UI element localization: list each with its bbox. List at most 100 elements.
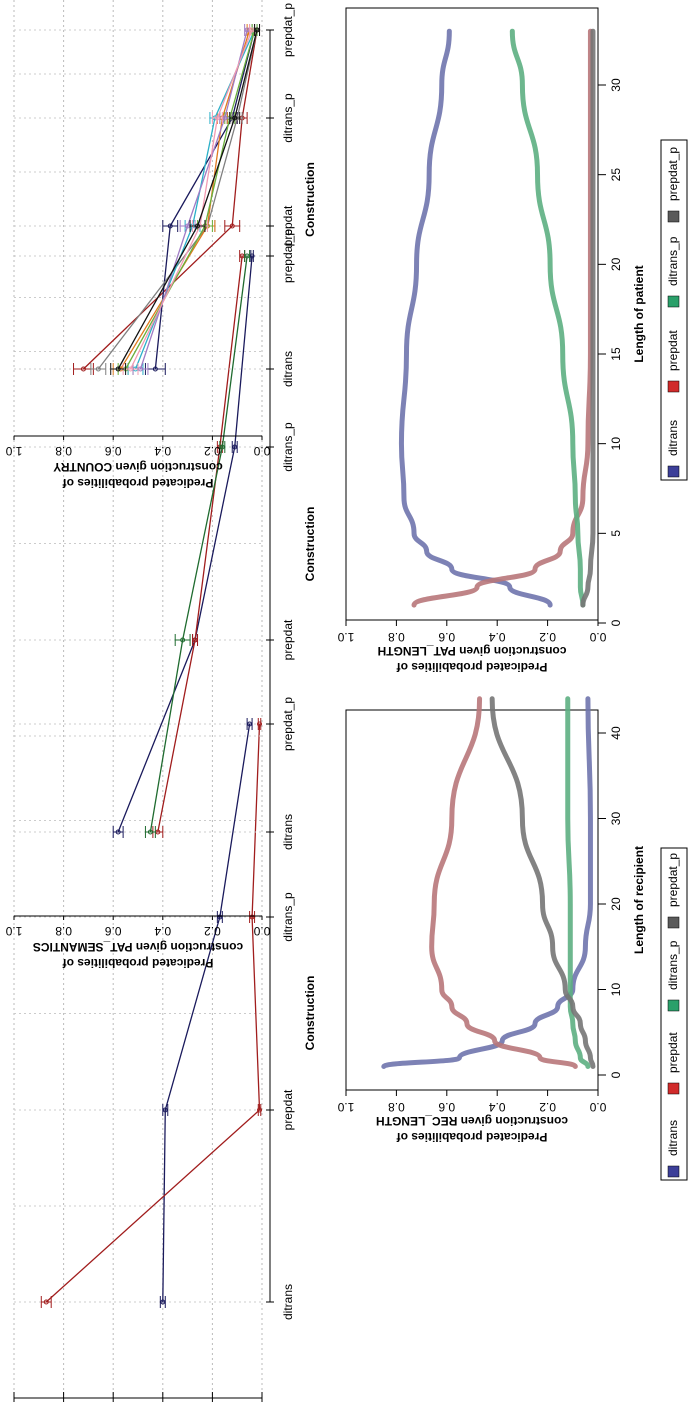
data-point bbox=[128, 366, 134, 372]
series-line bbox=[149, 255, 248, 833]
x-tick-label: 30 bbox=[609, 812, 623, 826]
x-tick-label: prepdat bbox=[281, 619, 295, 660]
y-axis-title-line2: construction given PAT_LENGTH bbox=[378, 644, 567, 658]
y-axis-title-line2: construction given REC_LENGTH bbox=[376, 1114, 568, 1128]
x-tick-label: 10 bbox=[609, 437, 623, 451]
series-line bbox=[97, 29, 258, 370]
y-tick-label: 0.4 bbox=[489, 1100, 506, 1114]
series-line-ditrans bbox=[381, 696, 593, 1069]
plot-frame bbox=[345, 7, 599, 621]
y-tick-label: 0.0 bbox=[589, 630, 606, 644]
x-tick-label: 0 bbox=[609, 1071, 623, 1078]
x-tick-label: ditrans bbox=[281, 1284, 295, 1320]
y-tick-label: 1.0 bbox=[337, 630, 354, 644]
data-point bbox=[43, 1299, 49, 1305]
series-line bbox=[139, 29, 248, 370]
legend-swatch-prepdat_p bbox=[667, 916, 680, 929]
x-tick-label: 15 bbox=[609, 347, 623, 361]
legend-swatch-ditrans_p bbox=[667, 999, 680, 1012]
x-tick-label: 20 bbox=[609, 897, 623, 911]
y-tick-label: 0.4 bbox=[154, 444, 171, 458]
plot-frame bbox=[345, 709, 599, 1091]
data-point bbox=[147, 829, 153, 835]
data-point bbox=[80, 366, 86, 372]
legend-swatch-ditrans bbox=[667, 1165, 680, 1178]
x-axis-title: Length of recipient bbox=[632, 846, 646, 954]
y-axis-title-line1: Predicated probabilities of bbox=[396, 1130, 548, 1144]
y-tick-label: 0.0 bbox=[253, 924, 270, 938]
y-axis-title-line2: construction given PAT_SEMANTICS bbox=[33, 940, 243, 954]
legend-label-prepdat_p: prepdat_p bbox=[666, 853, 680, 907]
y-tick-label: 0.6 bbox=[105, 444, 122, 458]
y-axis-title-line1: Predicated probabilities of bbox=[62, 476, 214, 490]
data-point bbox=[229, 223, 235, 229]
x-axis-title: Construction bbox=[303, 162, 317, 237]
data-point bbox=[160, 1299, 166, 1305]
y-tick-label: 0.2 bbox=[539, 630, 556, 644]
legend-swatch-ditrans bbox=[667, 465, 680, 478]
x-axis-title: Length of patient bbox=[632, 265, 646, 362]
y-tick-label: 0.0 bbox=[253, 444, 270, 458]
x-tick-label: prepdat_p bbox=[281, 697, 295, 751]
series-line bbox=[157, 255, 243, 833]
x-tick-label: prepdat bbox=[281, 205, 295, 246]
x-axis-title: Construction bbox=[303, 976, 317, 1051]
data-point bbox=[257, 1107, 263, 1113]
x-tick-label: ditrans bbox=[281, 814, 295, 850]
legend-swatch-prepdat bbox=[667, 380, 680, 393]
data-point bbox=[217, 914, 223, 920]
data-point bbox=[95, 366, 101, 372]
legend-label-ditrans_p: ditrans_p bbox=[666, 940, 680, 990]
y-tick-label: 0.6 bbox=[438, 1100, 455, 1114]
y-tick-label: 0.0 bbox=[589, 1100, 606, 1114]
panel-rec_length: 0.0 0.2 0.4 0.6 0.8 1.0 0 10 20 30 40 Length of rec… bbox=[337, 696, 688, 1181]
legend-swatch-prepdat bbox=[667, 1082, 680, 1095]
data-point bbox=[162, 1107, 168, 1113]
x-tick-label: ditrans_p bbox=[281, 422, 295, 472]
legend-label-prepdat_p: prepdat_p bbox=[666, 147, 680, 201]
x-tick-label: 40 bbox=[609, 726, 623, 740]
y-tick-label: 1.0 bbox=[5, 444, 22, 458]
y-tick-label: 0.2 bbox=[539, 1100, 556, 1114]
series-line bbox=[162, 723, 251, 1303]
data-point bbox=[195, 223, 201, 229]
data-point bbox=[115, 829, 121, 835]
legend-label-prepdat: prepdat bbox=[666, 330, 680, 371]
data-point bbox=[247, 721, 253, 727]
data-point bbox=[214, 115, 220, 121]
x-tick-label: ditrans bbox=[281, 351, 295, 387]
x-tick-label: 0 bbox=[609, 619, 623, 626]
data-point bbox=[115, 366, 121, 372]
y-tick-label: 0.8 bbox=[388, 630, 405, 644]
y-tick-label: 0.4 bbox=[154, 924, 171, 938]
x-tick-label: 30 bbox=[609, 78, 623, 92]
data-point bbox=[167, 223, 173, 229]
x-tick-label: ditrans_p bbox=[281, 93, 295, 143]
y-axis-title-line1: Predicated probabilities of bbox=[62, 956, 214, 970]
x-axis-title: Construction bbox=[303, 507, 317, 582]
data-point bbox=[249, 914, 255, 920]
series-line bbox=[154, 29, 256, 370]
y-tick-label: 0.2 bbox=[204, 924, 221, 938]
x-tick-label: 10 bbox=[609, 983, 623, 997]
panel-pat_semantics: 0.0 0.2 0.4 0.6 0.8 1.0 ditrans prepdat ditrans_… bbox=[5, 229, 317, 938]
x-tick-label: prepdat bbox=[281, 1089, 295, 1130]
y-tick-label: 1.0 bbox=[5, 924, 22, 938]
series-line-ditrans_p bbox=[565, 696, 591, 1069]
y-axis-title-line1: Predicated probabilities of bbox=[396, 660, 548, 674]
y-tick-label: 0.8 bbox=[55, 924, 72, 938]
y-tick-label: 0.6 bbox=[105, 924, 122, 938]
y-tick-label: 0.8 bbox=[388, 1100, 405, 1114]
x-tick-label: prepdat_p bbox=[281, 229, 295, 283]
data-point bbox=[257, 721, 263, 727]
series-line bbox=[117, 255, 253, 833]
legend-box bbox=[660, 139, 688, 481]
legend-label-ditrans_p: ditrans_p bbox=[666, 236, 680, 286]
legend-box bbox=[660, 847, 688, 1181]
y-tick-label: 1.0 bbox=[337, 1100, 354, 1114]
data-point bbox=[180, 637, 186, 643]
data-point bbox=[232, 444, 238, 450]
series-line-ditrans_p bbox=[509, 28, 586, 608]
y-axis-title-line2: construction given COUNTRY bbox=[53, 460, 223, 474]
